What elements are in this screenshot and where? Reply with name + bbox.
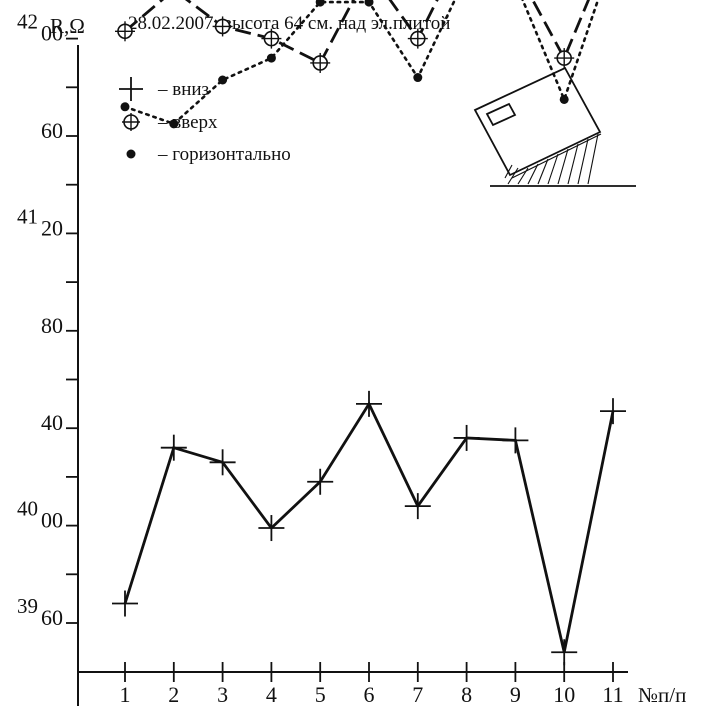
- x-tick-label: 11: [602, 682, 623, 707]
- legend-item-up: – вверх: [122, 112, 218, 133]
- legend-item-down: – вниз: [119, 77, 209, 101]
- y-tick-label: 40: [41, 410, 63, 435]
- data-point: [364, 0, 374, 7]
- data-point: [453, 424, 480, 451]
- data-point: [258, 515, 285, 542]
- x-tick-label: 6: [364, 682, 375, 707]
- y-ticks: 603900404080204160004240802043600044: [17, 10, 78, 630]
- y-tick-label: 60: [41, 605, 63, 630]
- y-tick-label: 20: [41, 215, 63, 240]
- y-tick-prefix: 41: [17, 204, 38, 228]
- data-point: [559, 94, 569, 104]
- data-point: [551, 639, 578, 666]
- data-point: [554, 48, 575, 69]
- y-axis-title: R,Ω: [50, 14, 85, 38]
- x-tick-label: 8: [461, 682, 472, 707]
- data-point: [261, 28, 282, 49]
- y-tick-label: 00: [41, 21, 63, 46]
- legend: – вниз – вверх – горизонтально: [119, 77, 291, 165]
- legend-label-down: – вниз: [157, 79, 209, 100]
- chart-title: 28.02.2007. высота 64 см. над эл.плитой: [128, 13, 450, 34]
- legend-label-up: – вверх: [157, 112, 218, 133]
- y-tick-label: 80: [41, 313, 63, 338]
- y-tick-prefix: 42: [17, 10, 38, 34]
- x-tick-label: 9: [510, 682, 521, 707]
- x-axis-title: №п/п: [638, 683, 686, 707]
- data-point: [115, 21, 135, 42]
- x-tick-label: 2: [168, 682, 179, 707]
- x-tick-label: 7: [412, 682, 423, 707]
- x-ticks: 1 2 3 4 5 6 7 8 9 10 11: [120, 662, 624, 707]
- data-point: [212, 16, 233, 37]
- x-tick-label: 5: [315, 682, 326, 707]
- y-tick-label: 60: [41, 118, 63, 143]
- x-tick-label: 10: [553, 682, 575, 707]
- y-tick-prefix: 39: [17, 594, 38, 618]
- y-tick-label: 00: [41, 508, 63, 533]
- dot-marker-icon: [126, 149, 136, 159]
- legend-item-horizontal: – горизонтально: [126, 144, 291, 165]
- data-point: [407, 28, 428, 49]
- data-point: [169, 119, 179, 129]
- series-line-0: [123, 400, 615, 653]
- series-line-1: [124, 0, 590, 65]
- data-point: [266, 53, 276, 63]
- data-point: [209, 449, 236, 476]
- legend-label-horizontal: – горизонтально: [157, 144, 291, 165]
- data-point: [356, 390, 382, 417]
- data-point: [112, 590, 138, 617]
- x-tick-label: 4: [266, 682, 277, 707]
- data-point: [218, 75, 228, 85]
- x-tick-label: 3: [217, 682, 228, 707]
- data-point: [413, 73, 423, 83]
- data-point: [120, 102, 130, 112]
- data-point: [310, 52, 331, 73]
- data-point: [502, 427, 529, 454]
- circle-plus-marker-icon: [122, 113, 140, 131]
- data-point: [315, 0, 325, 7]
- data-point: [307, 468, 334, 495]
- data-point: [160, 434, 187, 461]
- plus-marker-icon: [119, 77, 143, 101]
- data-point: [600, 398, 626, 425]
- series-layer: [112, 0, 626, 666]
- y-tick-prefix: 40: [17, 497, 38, 521]
- data-point: [404, 493, 431, 520]
- schematic-illustration: [473, 66, 636, 187]
- x-tick-label: 1: [120, 682, 131, 707]
